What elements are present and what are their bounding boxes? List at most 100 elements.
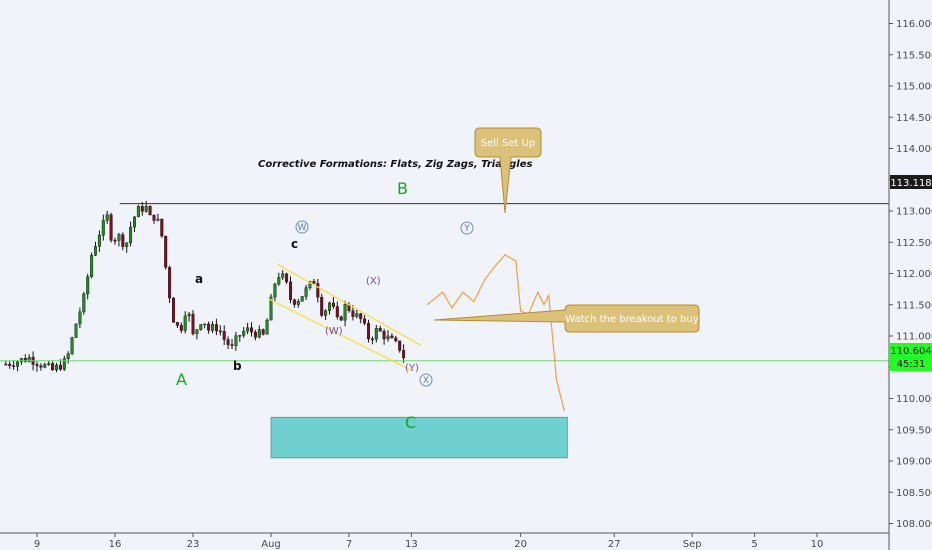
candle-body — [51, 363, 55, 371]
wave-label-X-paren: (X) — [366, 276, 381, 287]
candle-body — [62, 358, 66, 370]
sell-setup-callout[interactable]: Sell Set Up — [474, 127, 542, 214]
candle-body — [183, 315, 187, 331]
candle-body — [249, 327, 253, 333]
wave-circle-W: W — [295, 220, 309, 234]
candle-body — [109, 214, 113, 241]
candle-body — [101, 220, 105, 236]
candle-body — [132, 216, 136, 228]
candle-body — [125, 242, 129, 247]
candle-body — [164, 235, 168, 268]
candle-body — [66, 353, 70, 359]
candle-body — [82, 293, 86, 313]
candle-body — [374, 328, 378, 340]
y-tick-label: 112.000 — [896, 269, 932, 280]
candle-body — [257, 329, 261, 338]
candle-body — [148, 206, 152, 216]
candle-body — [179, 325, 183, 331]
candle-body — [93, 246, 97, 256]
candle-body — [207, 323, 211, 331]
y-tick-label: 111.500 — [896, 300, 932, 311]
candle-body — [230, 344, 234, 346]
candle-body — [382, 330, 386, 340]
target-zone[interactable] — [270, 416, 568, 459]
candle-body — [191, 313, 195, 335]
y-tick-label: 111.000 — [896, 332, 932, 343]
candle-body — [152, 214, 156, 221]
candle-body — [339, 316, 343, 321]
candle-body — [269, 296, 273, 321]
candle-body — [253, 331, 257, 338]
candle-body — [312, 281, 316, 284]
candle-body — [19, 358, 23, 363]
y-tick-label: 114.000 — [896, 144, 932, 155]
y-tick-label: 114.500 — [896, 113, 932, 124]
candle-body — [316, 283, 320, 298]
y-tick-label: 110.000 — [896, 394, 932, 405]
watch-breakout-label: Watch the breakout to buy — [565, 314, 698, 325]
candle-body — [97, 234, 101, 247]
candle-body — [289, 281, 293, 300]
x-tick-label: 27 — [608, 539, 621, 550]
candle-body — [4, 363, 8, 366]
candle-body — [390, 335, 394, 339]
wave-label-Y-paren: (Y) — [405, 363, 419, 374]
candle-body — [39, 365, 43, 368]
x-tick-label: 20 — [514, 539, 527, 550]
channel-lower-line[interactable] — [267, 297, 412, 371]
candle-body — [363, 318, 367, 324]
y-tick-label: 116.000 — [896, 19, 932, 30]
current-price-value: 110.604 — [890, 346, 931, 357]
resistance-price-badge: 113.118 — [890, 175, 932, 189]
x-tick-label: 16 — [109, 539, 122, 550]
candle-body — [300, 296, 304, 302]
x-tick-label: 9 — [34, 539, 40, 550]
candle-body — [351, 310, 355, 317]
y-tick-label: 115.500 — [896, 50, 932, 61]
svg-text:113.118: 113.118 — [890, 178, 931, 189]
candle-body — [226, 339, 230, 345]
candle-body — [136, 206, 140, 218]
y-tick-label: 113.000 — [896, 207, 932, 218]
candle-body — [234, 335, 238, 346]
candle-body — [129, 226, 133, 244]
candle-body — [335, 306, 339, 318]
channel-upper-line[interactable] — [276, 263, 422, 346]
price-axis-panel[interactable] — [889, 0, 932, 550]
x-tick-label: 10 — [811, 539, 824, 550]
y-tick-label: 108.000 — [896, 519, 932, 530]
candle-body — [242, 330, 246, 336]
candle-body — [160, 218, 164, 237]
candle-body — [86, 276, 90, 295]
svg-text:Y: Y — [463, 224, 470, 234]
x-tick-label: 7 — [346, 539, 352, 550]
candle-body — [121, 234, 125, 247]
candle-body — [320, 297, 324, 316]
x-tick-label: 23 — [187, 539, 200, 550]
candle-body — [238, 335, 242, 337]
overlays — [0, 203, 889, 459]
candle-body — [265, 319, 269, 335]
candle-body — [16, 361, 20, 367]
projection-path[interactable] — [426, 254, 565, 412]
watch-breakout-callout[interactable]: Watch the breakout to buy — [433, 304, 700, 333]
candle-body — [140, 206, 144, 212]
wave-label-W-paren: (W) — [325, 326, 343, 337]
candle-body — [378, 328, 382, 332]
candle-body — [168, 267, 172, 299]
candle-body — [113, 240, 117, 242]
candle-body — [277, 277, 281, 285]
candle-body — [343, 304, 347, 321]
candle-body — [386, 335, 390, 340]
wave-label-B: B — [397, 179, 408, 198]
candle-body — [35, 364, 39, 367]
y-tick-label: 115.000 — [896, 82, 932, 93]
candle-body — [117, 234, 121, 241]
svg-text:W: W — [298, 223, 307, 233]
y-tick-label: 109.500 — [896, 425, 932, 436]
candle-body — [370, 338, 374, 341]
wave-label-A: A — [176, 370, 187, 389]
candle-body — [105, 214, 109, 221]
candle-body — [74, 323, 78, 338]
